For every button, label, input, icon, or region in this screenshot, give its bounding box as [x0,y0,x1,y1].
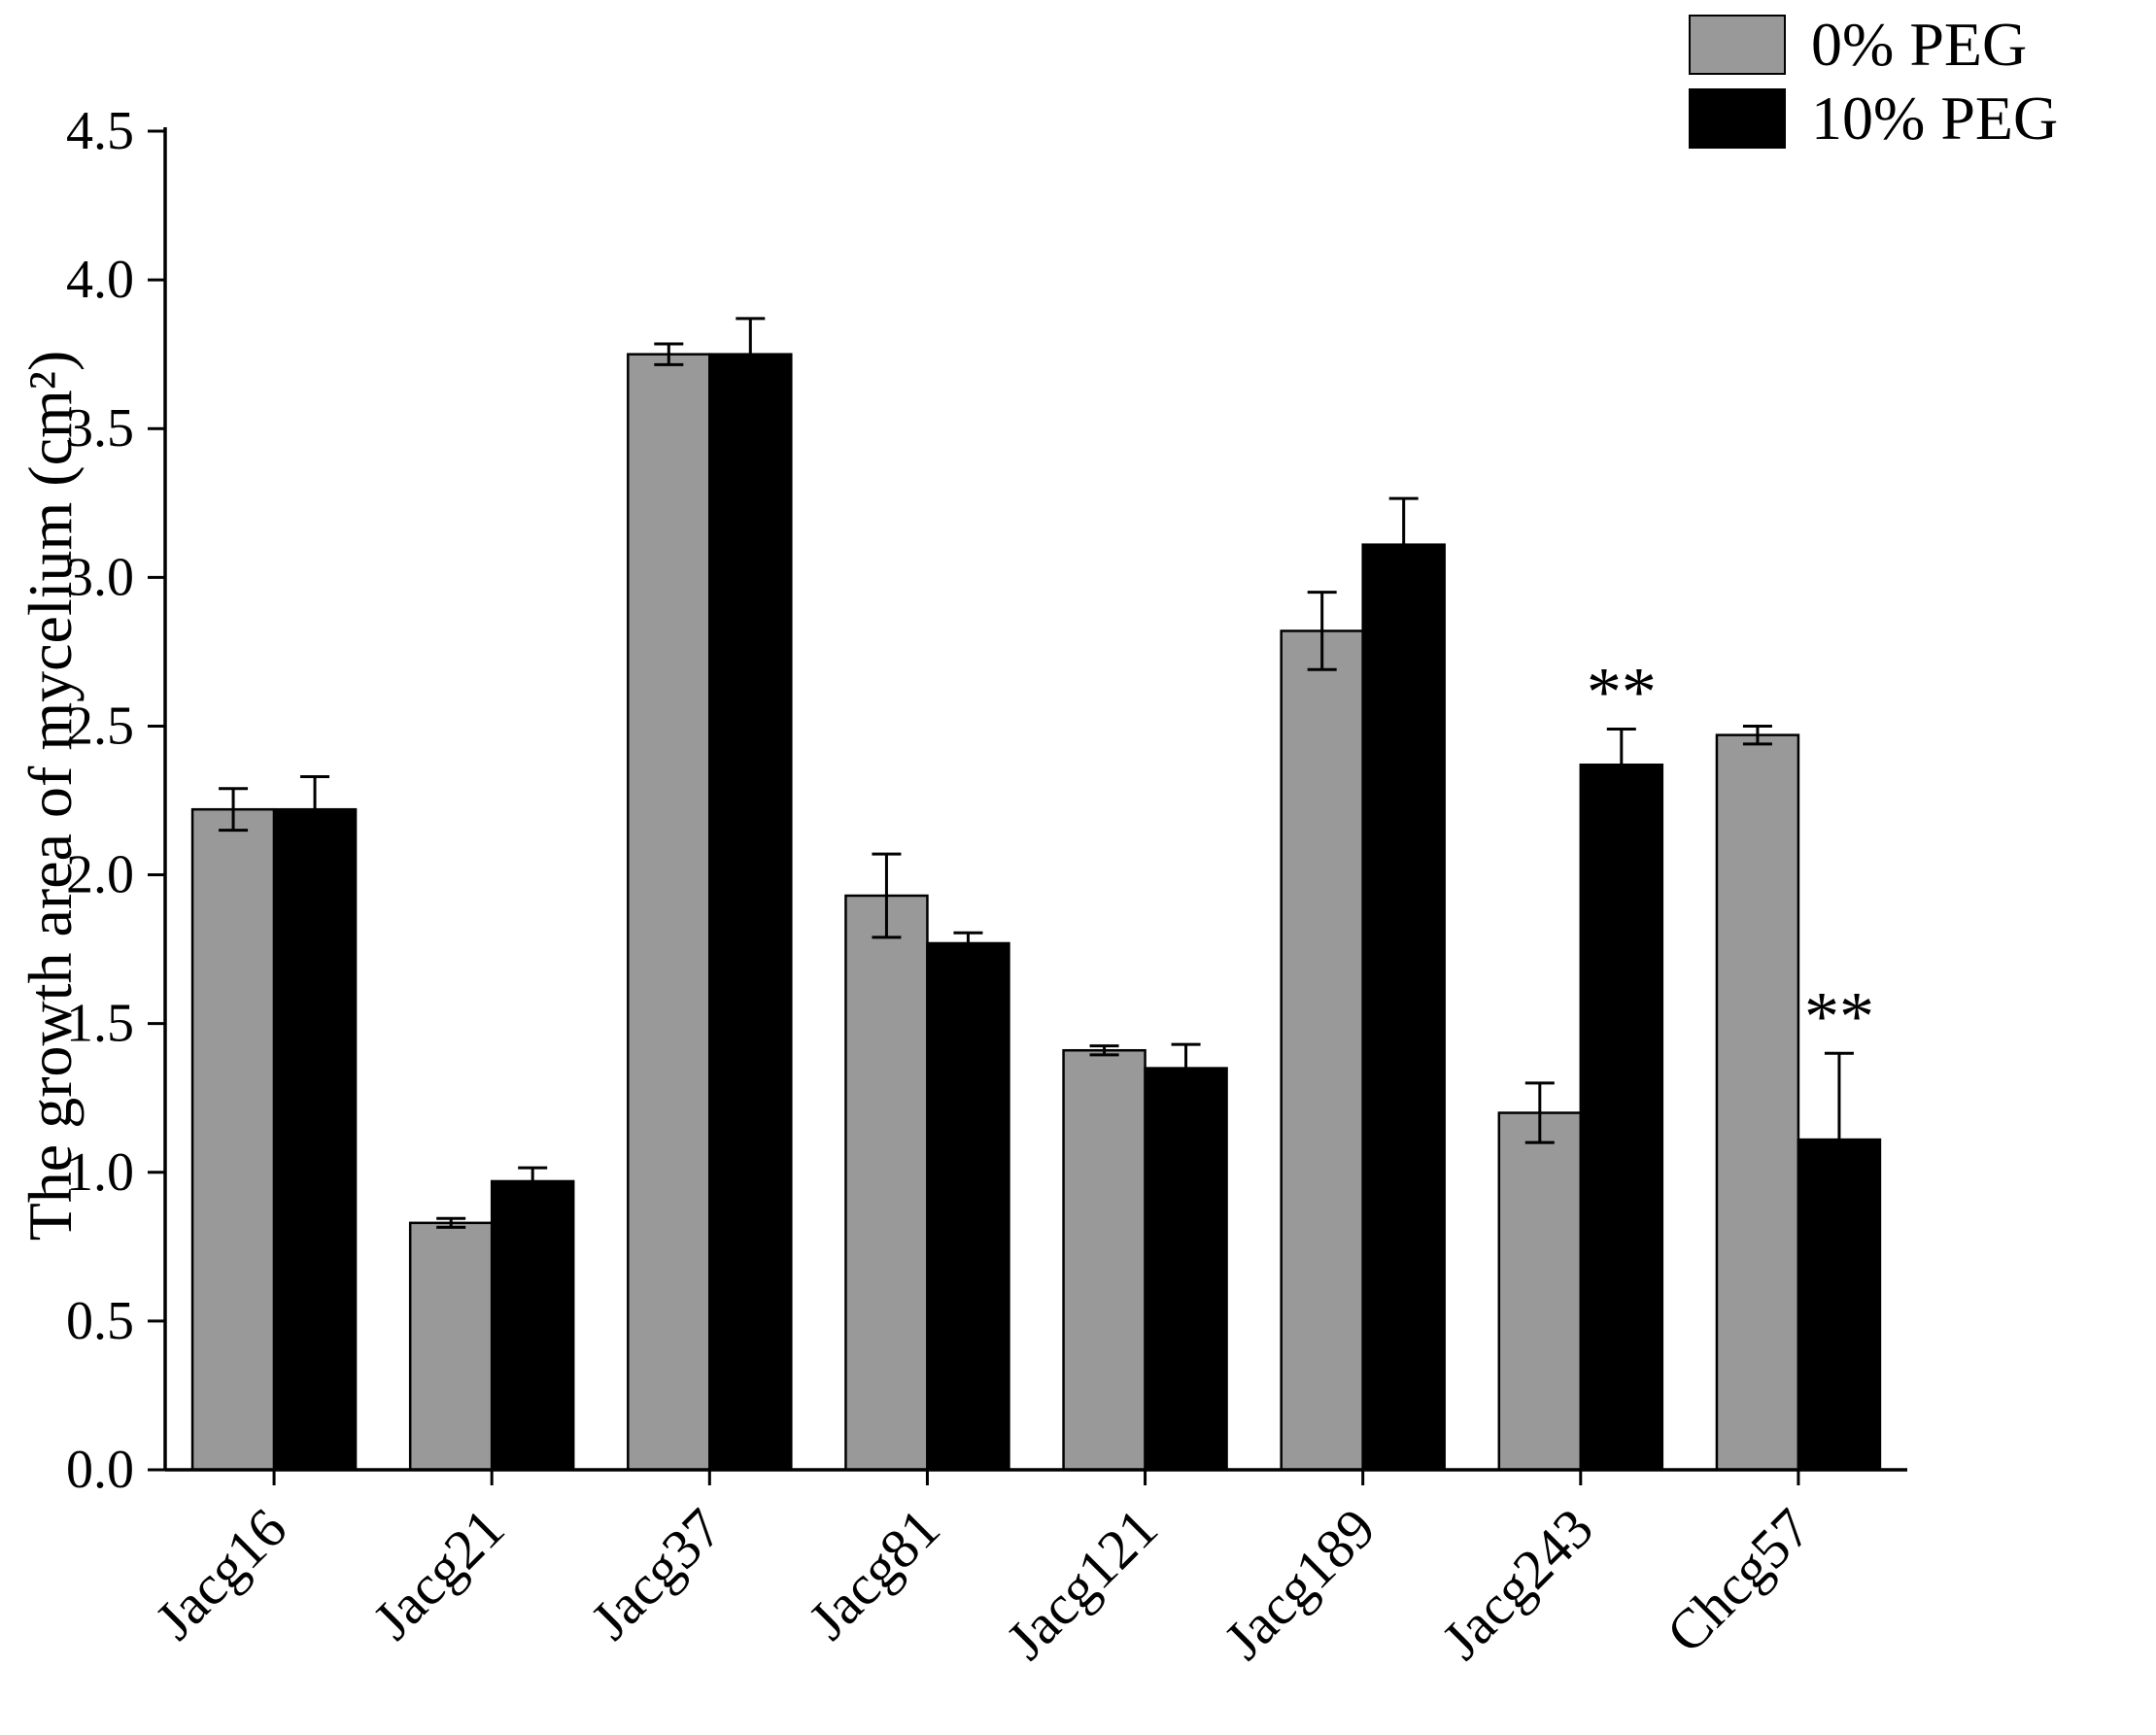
bar-Jacg16-10PEG [272,807,358,1472]
x-tick-label: Jacg81 [797,1496,952,1651]
bar-Jacg121-10PEG [1144,1067,1228,1472]
y-tick-label: 0.5 [66,1291,134,1351]
x-tick-label: Jacg189 [1213,1496,1387,1671]
bar-Jacg21-0PEG [408,1221,494,1472]
bar-Chcg57-0PEG [1715,733,1800,1472]
legend-label-0-peg: 0% PEG [1811,10,2028,79]
bar-Jacg243-0PEG [1497,1111,1583,1472]
legend-item-0-peg: 0% PEG [1689,14,2058,76]
bar-Jacg189-0PEG [1280,629,1364,1472]
bar-Jacg189-10PEG [1361,543,1446,1472]
bar-Jacg37-0PEG [627,353,711,1472]
y-tick-label: 4.0 [66,250,134,310]
y-tick-label: 1.5 [66,994,134,1054]
y-tick-label: 0.0 [66,1440,134,1500]
x-tick-label: Jacg243 [1430,1496,1605,1671]
y-tick-label: 3.0 [66,547,134,607]
bar-Jacg21-10PEG [490,1179,575,1472]
legend: 0% PEG 10% PEG [1689,14,2058,150]
bar-Jacg121-0PEG [1062,1048,1146,1472]
y-tick-label: 2.0 [66,845,134,905]
x-tick-label: Jacg121 [994,1496,1169,1671]
x-tick-label: Jacg37 [579,1496,735,1651]
y-axis-title: The growth area of mycelium (cm²) [16,350,85,1242]
bar-Jacg81-10PEG [926,941,1010,1472]
x-tick-label: Chcg57 [1655,1496,1824,1665]
y-tick-label: 1.0 [66,1142,134,1203]
y-tick-label: 2.5 [66,696,134,756]
bar-Jacg37-10PEG [708,353,793,1472]
x-tick-label: Jacg16 [143,1496,298,1651]
significance-marker: ** [1804,977,1874,1055]
y-tick-label: 3.5 [66,398,134,459]
legend-swatch-0-peg [1689,15,1786,75]
bar-Jacg81-0PEG [844,894,929,1472]
x-tick-label: Jacg21 [361,1496,517,1651]
legend-swatch-10-peg [1689,88,1786,149]
legend-label-10-peg: 10% PEG [1811,84,2059,153]
significance-marker: ** [1587,654,1657,731]
y-tick-label: 4.5 [66,101,134,161]
legend-item-10-peg: 10% PEG [1689,87,2058,150]
bar-Jacg243-10PEG [1579,764,1664,1472]
bar-Jacg16-0PEG [190,807,276,1472]
